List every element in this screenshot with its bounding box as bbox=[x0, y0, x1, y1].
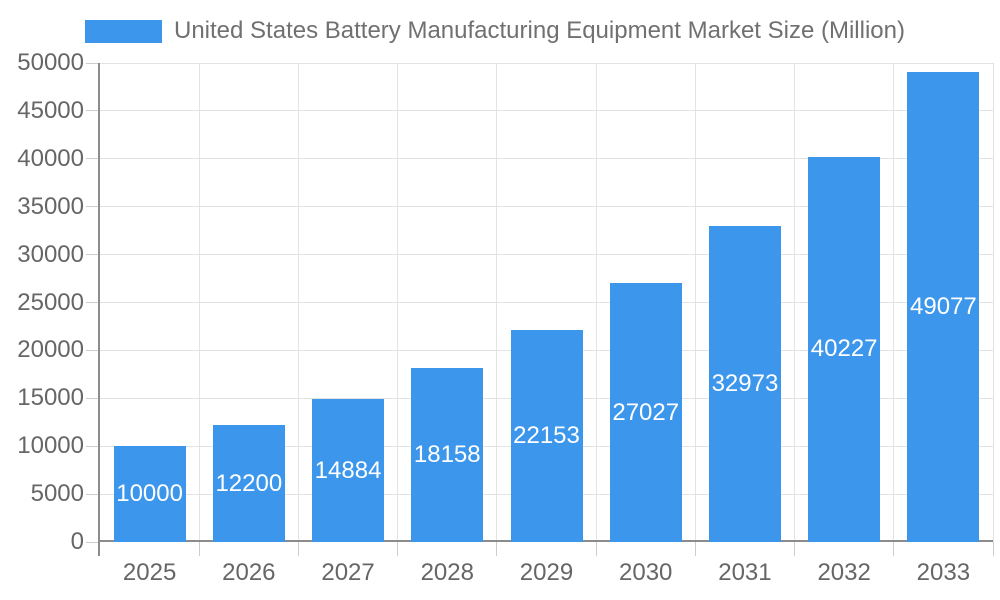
bar-2031[interactable]: 32973 bbox=[708, 226, 781, 542]
y-tick-label: 40000 bbox=[17, 144, 84, 172]
gridline-v bbox=[496, 63, 498, 542]
y-axis-tick bbox=[86, 158, 98, 160]
y-tick-label: 30000 bbox=[17, 240, 84, 268]
y-tick-label: 25000 bbox=[17, 288, 84, 316]
bar-2033[interactable]: 49077 bbox=[907, 71, 980, 542]
y-axis-line bbox=[98, 63, 100, 556]
bar-value-label: 40227 bbox=[810, 335, 878, 363]
x-axis-tick bbox=[893, 542, 895, 556]
bar-value-label: 32973 bbox=[711, 370, 779, 398]
x-tick-label-2026: 2026 bbox=[222, 559, 276, 586]
y-axis-tick bbox=[86, 397, 98, 399]
x-tick-label-2028: 2028 bbox=[420, 559, 474, 586]
gridline-v bbox=[992, 63, 994, 542]
x-tick-label-2027: 2027 bbox=[321, 559, 375, 586]
y-axis-tick bbox=[86, 445, 98, 447]
bar-value-label: 14884 bbox=[314, 456, 382, 484]
x-tick-label-2033: 2033 bbox=[916, 559, 971, 586]
bar-2029[interactable]: 22153 bbox=[510, 329, 583, 542]
gridline-h bbox=[100, 206, 993, 208]
x-axis-tick bbox=[297, 542, 299, 556]
x-axis-tick bbox=[397, 542, 399, 556]
x-tick-label-2025: 2025 bbox=[122, 559, 177, 586]
y-tick-label: 45000 bbox=[17, 96, 84, 124]
y-axis-tick bbox=[86, 206, 98, 208]
gridline-v bbox=[397, 63, 399, 542]
y-axis-tick bbox=[86, 541, 98, 543]
bar-2030[interactable]: 27027 bbox=[609, 283, 682, 542]
gridline-h bbox=[100, 62, 993, 64]
gridline-v bbox=[297, 63, 299, 542]
bar-2028[interactable]: 18158 bbox=[411, 368, 484, 542]
gridline-h bbox=[100, 254, 993, 256]
gridline-v bbox=[794, 63, 796, 542]
gridline-v bbox=[198, 63, 200, 542]
x-axis-tick bbox=[794, 542, 796, 556]
x-axis-tick bbox=[496, 542, 498, 556]
bar-value-label: 18158 bbox=[413, 441, 481, 468]
bar-2032[interactable]: 40227 bbox=[808, 156, 881, 542]
y-tick-label: 35000 bbox=[17, 192, 84, 220]
y-axis-tick bbox=[86, 62, 98, 64]
bar-value-label: 49077 bbox=[910, 292, 977, 320]
legend-label: United States Battery Manufacturing Equi… bbox=[174, 17, 905, 44]
bar-2027[interactable]: 14884 bbox=[312, 399, 385, 542]
x-axis-tick bbox=[595, 542, 597, 556]
gridline-v bbox=[595, 63, 597, 542]
y-axis-tick bbox=[86, 254, 98, 256]
y-tick-label: 20000 bbox=[17, 336, 84, 364]
legend-item[interactable]: United States Battery Manufacturing Equi… bbox=[85, 17, 905, 45]
x-tick-label-2029: 2029 bbox=[519, 559, 574, 586]
gridline-h bbox=[100, 302, 993, 303]
bar-value-label: 12200 bbox=[215, 469, 283, 497]
y-tick-label: 10000 bbox=[17, 432, 84, 460]
y-tick-label: 50000 bbox=[17, 49, 84, 76]
x-axis-tick bbox=[992, 542, 994, 556]
x-tick-label-2030: 2030 bbox=[619, 559, 673, 586]
y-tick-label: 0 bbox=[70, 528, 84, 555]
gridline-v bbox=[893, 63, 895, 542]
x-tick-label-2031: 2031 bbox=[718, 559, 772, 586]
legend-swatch-icon bbox=[85, 19, 162, 43]
bar-value-label: 22153 bbox=[513, 421, 580, 449]
gridline-h bbox=[100, 110, 993, 112]
y-axis-tick bbox=[86, 349, 98, 351]
y-axis-tick bbox=[86, 110, 98, 112]
y-axis-tick bbox=[86, 302, 98, 303]
bar-value-label: 27027 bbox=[612, 398, 680, 426]
bar-2025[interactable]: 10000 bbox=[113, 446, 186, 542]
y-tick-label: 15000 bbox=[17, 384, 84, 412]
y-axis-tick bbox=[86, 493, 98, 495]
gridline-h bbox=[100, 158, 993, 160]
bar-value-label: 10000 bbox=[116, 480, 183, 508]
x-axis-tick bbox=[198, 542, 200, 556]
x-tick-label-2032: 2032 bbox=[817, 559, 871, 586]
bar-2026[interactable]: 12200 bbox=[212, 425, 285, 542]
y-tick-label: 5000 bbox=[30, 480, 84, 508]
x-axis-tick bbox=[694, 542, 696, 556]
gridline-v bbox=[694, 63, 696, 542]
